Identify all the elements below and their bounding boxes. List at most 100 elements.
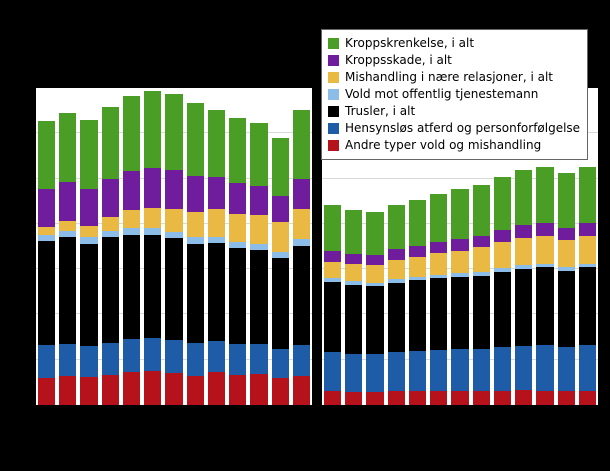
bar-segment <box>451 189 469 239</box>
bar-segment <box>207 209 226 237</box>
bar-segment <box>80 237 98 244</box>
stacked-bar <box>229 117 247 405</box>
bar-segment <box>324 204 342 252</box>
legend-label: Hensynsløs atferd og personforfølgelse <box>345 121 581 135</box>
legend-item: Vold mot offentlig tjenestemann <box>328 86 581 103</box>
bar-segment <box>430 390 448 405</box>
stacked-bar <box>430 194 448 405</box>
stacked-bar <box>557 172 575 405</box>
bar-segment <box>578 235 596 264</box>
legend-label: Kroppskrenkelse, i alt <box>345 36 475 50</box>
legend-item: Mishandling i nære relasjoner, i alt <box>328 69 581 86</box>
legend-label: Vold mot offentlig tjenestemann <box>345 87 539 101</box>
bar-segment <box>515 265 533 269</box>
bar-segment <box>144 370 162 405</box>
bar-segment <box>345 281 363 286</box>
bar-segment <box>557 172 575 228</box>
bar-segment <box>59 112 77 183</box>
bar-segment <box>38 345 56 378</box>
legend-swatch-icon <box>328 140 339 151</box>
legend-label: Kroppsskade, i alt <box>345 53 452 67</box>
legend-label: Mishandling i nære relasjoner, i alt <box>345 70 553 84</box>
bar-segment <box>578 267 596 346</box>
bar-segment <box>493 271 512 348</box>
bar-segment <box>515 345 533 391</box>
bar-segment <box>387 260 405 280</box>
stacked-bar <box>38 120 56 405</box>
bar-segment <box>250 123 268 186</box>
bar-segment <box>515 225 533 238</box>
bar-segment <box>472 235 490 248</box>
bar-segment <box>387 282 405 353</box>
bar-segment <box>578 390 596 405</box>
bar-segment <box>536 390 554 405</box>
bar-segment <box>250 344 268 375</box>
bar-segment <box>515 237 533 266</box>
stacked-bar <box>324 204 342 405</box>
bar-segment <box>345 285 363 354</box>
legend-item: Kroppsskade, i alt <box>328 52 581 69</box>
bar-segment <box>366 286 384 355</box>
bar-segment <box>292 345 310 377</box>
bar-segment <box>472 271 490 276</box>
stacked-bar <box>387 204 405 405</box>
bar-segment <box>493 242 512 269</box>
bar-segment <box>271 348 289 378</box>
legend-item: Andre typer vold og mishandling <box>328 137 581 154</box>
bar-segment <box>38 377 56 405</box>
bar-segment <box>229 248 247 345</box>
bar-segment <box>472 247 490 272</box>
bar-segment <box>186 376 204 405</box>
bar-segment <box>451 273 469 277</box>
legend-label: Trusler, i alt <box>345 104 416 118</box>
bar-segment <box>80 225 98 238</box>
bar-segment <box>557 346 575 391</box>
stacked-bar <box>578 166 596 405</box>
bar-segment <box>165 238 183 340</box>
stacked-bar <box>292 109 310 405</box>
bar-segment <box>408 276 427 281</box>
bar-segment <box>186 175 204 213</box>
bar-segment <box>165 339 183 374</box>
bar-segment <box>250 250 268 345</box>
bar-segment <box>557 239 575 267</box>
bar-segment <box>101 231 119 238</box>
stacked-bar <box>408 199 427 405</box>
stacked-bar <box>165 94 183 405</box>
bar-segment <box>324 391 342 405</box>
bar-segment <box>292 245 310 346</box>
bar-segment <box>186 237 204 244</box>
bar-segment <box>536 223 554 236</box>
bar-segment <box>165 208 183 233</box>
legend-swatch-icon <box>328 89 339 100</box>
stacked-bar <box>250 123 268 405</box>
bar-segment <box>144 207 162 229</box>
bar-segment <box>472 391 490 405</box>
bar-segment <box>451 390 469 405</box>
bar-segment <box>408 351 427 391</box>
bar-segment <box>207 176 226 210</box>
stacked-bar <box>101 107 119 405</box>
bar-segment <box>536 345 554 391</box>
bar-segment <box>430 274 448 279</box>
bar-segment <box>324 352 342 392</box>
bar-segment <box>122 234 141 339</box>
bar-segment <box>578 263 596 268</box>
stacked-bar <box>122 96 141 405</box>
bar-segment <box>472 184 490 236</box>
bar-segment <box>387 249 405 261</box>
stacked-bar <box>536 166 554 405</box>
bar-segment <box>292 239 310 246</box>
bar-segment <box>408 199 427 247</box>
bar-segment <box>38 234 56 242</box>
bar-segment <box>451 238 469 251</box>
bar-segment <box>324 281 342 353</box>
bar-segment <box>101 178 119 217</box>
bar-segment <box>292 376 310 405</box>
bar-segment <box>271 137 289 196</box>
bar-segment <box>38 226 56 235</box>
bar-segment <box>59 182 77 222</box>
bar-segment <box>430 252 448 275</box>
bar-segment <box>122 228 141 235</box>
